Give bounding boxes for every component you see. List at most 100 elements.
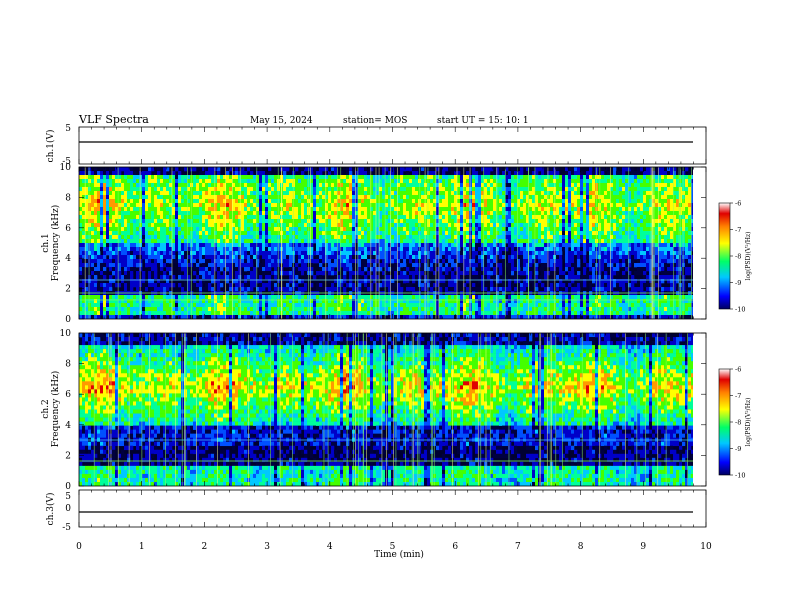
- spectrogram-cell: [244, 223, 248, 228]
- spectrogram-cell: [331, 311, 335, 316]
- spectrogram-cell: [181, 227, 185, 232]
- spectrogram-cell: [364, 307, 368, 312]
- spectrogram-cell: [469, 231, 473, 236]
- spectrogram-cell: [121, 247, 125, 252]
- spectrogram-cell: [226, 311, 230, 316]
- spectrogram-cell: [250, 179, 254, 184]
- spectrogram-cell: [451, 171, 455, 176]
- spectrogram-cell: [415, 263, 419, 268]
- spectrogram-cell: [199, 175, 203, 180]
- spectrogram-cell: [136, 239, 140, 244]
- spectrogram-cell: [265, 307, 269, 312]
- spectrogram-cell: [247, 267, 251, 272]
- spectrogram-cell: [292, 223, 296, 228]
- spectrogram-cell: [391, 179, 395, 184]
- spectrogram-cell: [205, 315, 209, 319]
- spectrogram-cell: [346, 195, 350, 200]
- spectrogram-cell: [91, 243, 95, 248]
- spectrogram-cell: [361, 303, 365, 308]
- spectrogram-cell: [310, 195, 314, 200]
- spectrogram-cell: [334, 195, 338, 200]
- spectrogram-cell: [310, 171, 314, 176]
- spectrogram-cell: [325, 203, 329, 208]
- spectrogram-cell: [127, 263, 131, 268]
- spectrogram-cell: [421, 167, 425, 172]
- spectrogram-cell: [337, 251, 341, 256]
- spectrogram-cell: [382, 259, 386, 264]
- spectrogram-cell: [148, 195, 152, 200]
- spectrogram-cell: [301, 219, 305, 224]
- spectrogram-cell: [493, 275, 497, 280]
- spectrogram-cell: [325, 175, 329, 180]
- spectrogram-cell: [109, 251, 113, 256]
- spectrogram-cell: [424, 231, 428, 236]
- spectrogram-cell: [196, 175, 200, 180]
- spectrogram-cell: [370, 179, 374, 184]
- spectrogram-cell: [79, 275, 83, 280]
- spectrogram-cell: [316, 251, 320, 256]
- spectrogram-cell: [232, 247, 236, 252]
- spectrogram-cell: [193, 307, 197, 312]
- spectrogram-cell: [322, 183, 326, 188]
- spectrogram-cell: [79, 307, 83, 312]
- spectrogram-cell: [211, 307, 215, 312]
- spectrogram-cell: [142, 255, 146, 260]
- spectrogram-cell: [463, 255, 467, 260]
- spectrogram-cell: [370, 219, 374, 224]
- spectrogram-cell: [253, 311, 257, 316]
- spectrogram-cell: [172, 295, 176, 300]
- spectrogram-cell: [295, 247, 299, 252]
- spectrogram-cell: [487, 267, 491, 272]
- spectrogram-cell: [289, 231, 293, 236]
- spectrogram-cell: [415, 171, 419, 176]
- spectrogram-cell: [148, 235, 152, 240]
- spectrogram-cell: [301, 271, 305, 276]
- spectrogram-cell: [391, 195, 395, 200]
- spectrogram-cell: [211, 223, 215, 228]
- spectrogram-cell: [427, 303, 431, 308]
- spectrogram-cell: [328, 207, 332, 212]
- spectrogram-cell: [364, 267, 368, 272]
- spectrogram-cell: [100, 311, 104, 316]
- spectrogram-cell: [361, 315, 365, 319]
- spectrogram-cell: [349, 259, 353, 264]
- spectrogram-cell: [325, 183, 329, 188]
- spectrogram-cell: [88, 175, 92, 180]
- spectrogram-cell: [472, 315, 476, 319]
- spectrogram-cell: [310, 295, 314, 300]
- spectrogram-cell: [169, 183, 173, 188]
- spectrogram-cell: [259, 235, 263, 240]
- spectrogram-cell: [166, 179, 170, 184]
- spectrogram-cell: [406, 203, 410, 208]
- spectrogram-cell: [310, 255, 314, 260]
- spectrogram-cell: [457, 263, 461, 268]
- spectrogram-cell: [286, 279, 290, 284]
- spectrogram-cell: [232, 183, 236, 188]
- spectrogram-cell: [361, 175, 365, 180]
- spectrogram-cell: [292, 227, 296, 232]
- spectrogram-cell: [304, 287, 308, 292]
- spectrogram-cell: [412, 247, 416, 252]
- spectrogram-cell: [142, 231, 146, 236]
- spectrogram-cell: [148, 303, 152, 308]
- spectrogram-cell: [403, 215, 407, 220]
- spectrogram-cell: [334, 231, 338, 236]
- spectrogram-cell: [328, 243, 332, 248]
- spectrogram-cell: [232, 223, 236, 228]
- spectrogram-cell: [151, 235, 155, 240]
- spectrogram-cell: [352, 235, 356, 240]
- spectrogram-cell: [430, 283, 434, 288]
- spectrogram-cell: [226, 295, 230, 300]
- spectrogram-cell: [142, 279, 146, 284]
- spectrogram-cell: [463, 243, 467, 248]
- spectrogram-cell: [190, 255, 194, 260]
- spectrogram-cell: [460, 263, 464, 268]
- spectrogram-cell: [124, 275, 128, 280]
- spectrogram-cell: [235, 303, 239, 308]
- spectrogram-cell: [397, 207, 401, 212]
- spectrogram-cell: [190, 311, 194, 316]
- spectrogram-cell: [157, 243, 161, 248]
- spectrogram-cell: [421, 299, 425, 304]
- spectrogram-cell: [385, 207, 389, 212]
- spectrogram-cell: [376, 283, 380, 288]
